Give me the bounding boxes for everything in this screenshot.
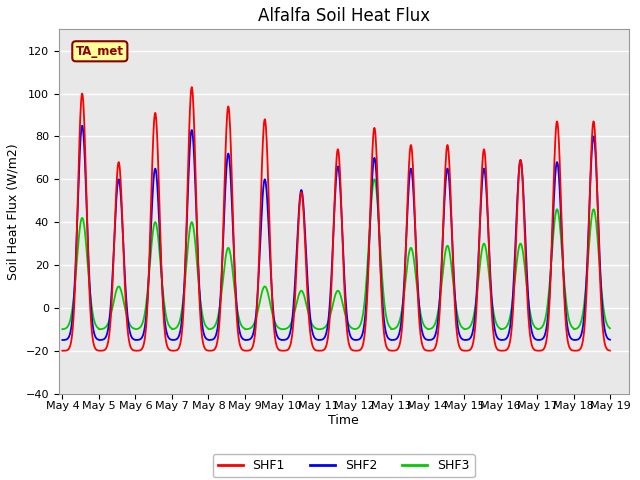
Line: SHF3: SHF3: [62, 180, 610, 329]
SHF2: [493, 335, 501, 340]
SHF1: [167, 348, 175, 353]
SHF2: [542, 329, 550, 335]
SHF3: [180, 288, 188, 294]
Legend: SHF1, SHF2, SHF3: SHF1, SHF2, SHF3: [212, 455, 475, 478]
Text: TA_met: TA_met: [76, 45, 124, 58]
Y-axis label: Soil Heat Flux (W/m2): Soil Heat Flux (W/m2): [7, 143, 20, 280]
SHF1: [278, 348, 285, 354]
SHF2: [422, 336, 429, 342]
SHF3: [58, 326, 66, 332]
SHF1: [188, 84, 196, 90]
SHF2: [180, 277, 188, 283]
SHF1: [58, 348, 66, 354]
SHF2: [278, 337, 285, 343]
Title: Alfalfa Soil Heat Flux: Alfalfa Soil Heat Flux: [257, 7, 429, 25]
SHF1: [606, 348, 614, 353]
SHF3: [167, 325, 175, 331]
SHF2: [58, 337, 66, 343]
SHF1: [542, 341, 550, 347]
SHF3: [542, 314, 550, 320]
SHF1: [180, 294, 188, 300]
SHF3: [371, 177, 378, 182]
SHF3: [241, 326, 249, 332]
SHF1: [242, 348, 250, 354]
SHF1: [493, 347, 501, 352]
SHF1: [422, 348, 429, 353]
SHF2: [242, 337, 250, 343]
Line: SHF1: SHF1: [62, 87, 610, 351]
SHF2: [606, 337, 614, 343]
SHF2: [168, 337, 175, 343]
SHF3: [422, 325, 429, 331]
Line: SHF2: SHF2: [62, 126, 610, 340]
SHF3: [606, 325, 614, 331]
SHF3: [493, 323, 501, 328]
X-axis label: Time: Time: [328, 414, 359, 427]
SHF2: [78, 123, 86, 129]
SHF3: [278, 326, 285, 332]
